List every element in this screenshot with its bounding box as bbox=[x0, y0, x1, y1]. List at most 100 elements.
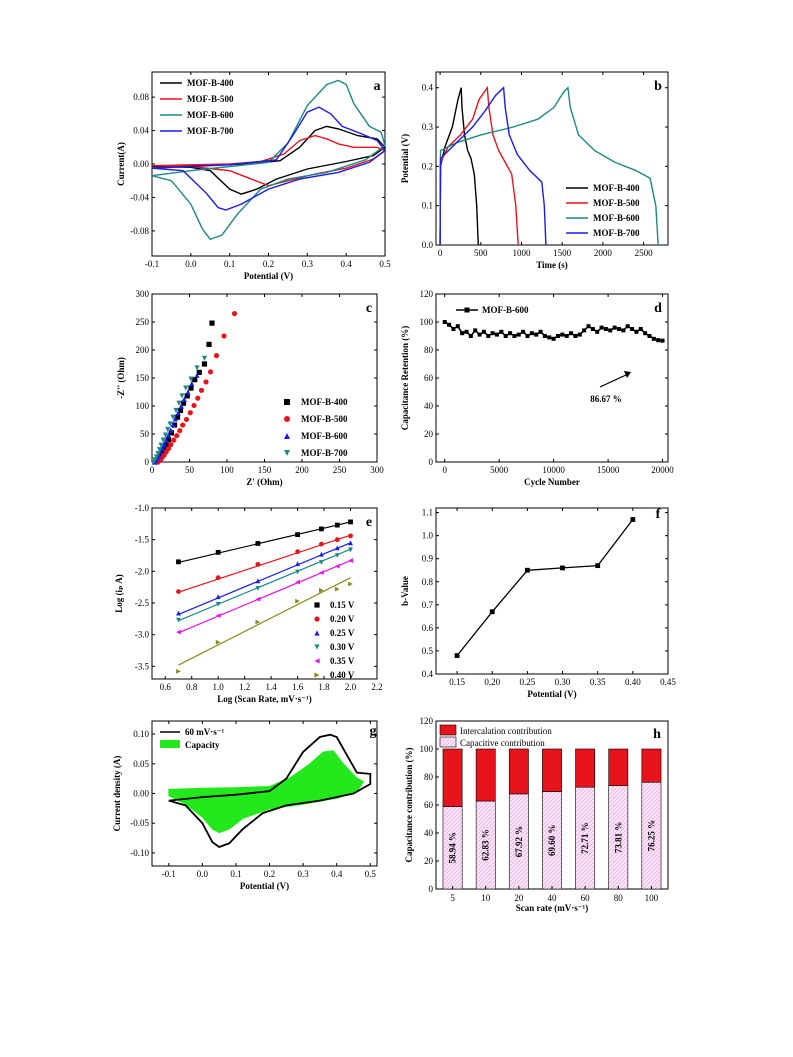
data-point bbox=[192, 377, 198, 383]
data-point bbox=[255, 561, 261, 567]
data-point bbox=[334, 545, 340, 551]
chart-panel-a: -0.1 0.0 0.1 0.2 0.3 0.4 0.5 -0.08 -0.04 0.00 0.04… bbox=[116, 71, 391, 281]
legend-marker bbox=[464, 307, 470, 313]
bar-value-label: 62.83 % bbox=[481, 829, 491, 861]
data-point bbox=[295, 569, 300, 575]
legend-label: 0.35 V bbox=[330, 656, 355, 666]
data-point bbox=[468, 334, 473, 338]
data-point bbox=[521, 329, 526, 334]
data-point bbox=[231, 311, 238, 317]
x-axis-label: Potential (V) bbox=[527, 689, 576, 699]
data-point bbox=[255, 586, 261, 591]
data-point bbox=[174, 414, 181, 420]
panel-label-e: e bbox=[366, 515, 372, 530]
y-tick-label: -2.0 bbox=[135, 566, 150, 576]
panel-label-d: d bbox=[654, 301, 662, 316]
data-point bbox=[163, 442, 169, 448]
x-tick-label: 1.0 bbox=[213, 682, 225, 692]
legend-label: 60 mV·s⁻¹ bbox=[185, 727, 225, 737]
data-point bbox=[630, 517, 636, 522]
data-point bbox=[188, 376, 194, 382]
y-tick-label: 100 bbox=[420, 317, 434, 327]
bar-intercalation bbox=[641, 748, 662, 783]
data-point bbox=[170, 421, 176, 428]
fit-line bbox=[178, 548, 351, 622]
data-point bbox=[255, 596, 261, 602]
data-point bbox=[577, 332, 582, 337]
y-axis-label: b-Value bbox=[400, 576, 410, 606]
x-tick-label: 1.8 bbox=[318, 682, 330, 692]
cv-curve bbox=[168, 733, 372, 849]
x-tick-label: 2000 bbox=[594, 248, 613, 258]
fit-line bbox=[178, 521, 351, 564]
bar-intercalation bbox=[608, 748, 629, 786]
data-point bbox=[176, 629, 181, 635]
data-point bbox=[595, 329, 600, 334]
series-line bbox=[439, 86, 659, 246]
y-tick-label: -3.0 bbox=[135, 630, 150, 640]
data-point bbox=[188, 385, 194, 391]
legend-marker bbox=[284, 416, 290, 422]
bar-value-label: 76.25 % bbox=[646, 820, 656, 852]
x-tick-label: 0.5 bbox=[379, 259, 391, 269]
fit-line bbox=[178, 577, 351, 666]
legend-label: Capacitive contribution bbox=[460, 738, 545, 748]
data-point bbox=[455, 324, 460, 329]
data-point bbox=[194, 365, 200, 371]
y-tick-label: 0.2 bbox=[422, 161, 433, 171]
data-point bbox=[168, 442, 174, 448]
data-point bbox=[319, 560, 324, 565]
chart-panel-e: 0.6 0.8 1.0 1.2 1.4 1.6 1.8 2.0 2.2 -3.5 -3.0 -2.5 -… bbox=[114, 503, 383, 704]
data-point bbox=[334, 586, 340, 592]
data-point bbox=[295, 579, 300, 585]
y-axis-label: -Z'' (Ohm) bbox=[116, 357, 126, 399]
fit-line bbox=[178, 542, 351, 615]
data-point bbox=[512, 334, 517, 338]
x-tick-label: 2500 bbox=[635, 248, 654, 258]
x-tick-label: 20 bbox=[514, 893, 524, 903]
y-tick-label: 0.7 bbox=[422, 600, 434, 610]
data-point bbox=[524, 567, 530, 573]
annotation-arrow bbox=[599, 374, 627, 388]
data-point bbox=[201, 361, 208, 367]
series-line bbox=[151, 79, 386, 241]
data-point bbox=[295, 532, 300, 537]
legend-marker bbox=[314, 630, 320, 636]
legend-marker bbox=[314, 672, 320, 678]
data-point bbox=[643, 331, 648, 336]
panel-label-c: c bbox=[366, 301, 372, 316]
bar-intercalation bbox=[475, 748, 496, 802]
x-tick-label: 1.4 bbox=[265, 682, 277, 692]
x-tick-label: 0.6 bbox=[160, 682, 172, 692]
data-point bbox=[161, 442, 167, 448]
legend-label: MOF-B-600 bbox=[301, 431, 348, 441]
data-point bbox=[165, 426, 171, 433]
data-point bbox=[175, 410, 181, 416]
x-tick-label: -0.1 bbox=[162, 869, 176, 879]
x-tick-label: 0.5 bbox=[365, 869, 377, 879]
data-point bbox=[255, 619, 261, 625]
x-tick-label: 0.30 bbox=[555, 677, 571, 687]
data-point bbox=[158, 442, 164, 448]
bar-value-label: 67.92 % bbox=[514, 826, 524, 858]
x-tick-label: 500 bbox=[474, 248, 488, 258]
data-point bbox=[295, 549, 300, 555]
y-axis-label: Log (iₚ A) bbox=[114, 574, 124, 613]
x-tick-label: 80 bbox=[614, 893, 624, 903]
bar-value-label: 72.71 % bbox=[580, 822, 590, 854]
data-point bbox=[163, 437, 169, 443]
y-tick-label: 0.1 bbox=[422, 201, 433, 211]
legend-marker bbox=[314, 658, 320, 664]
data-point bbox=[451, 327, 456, 331]
data-point bbox=[177, 407, 184, 414]
data-point bbox=[612, 325, 617, 330]
legend-label: MOF-B-600 bbox=[187, 110, 234, 120]
data-point bbox=[319, 526, 324, 532]
data-point bbox=[176, 617, 181, 623]
legend-marker bbox=[314, 602, 320, 608]
x-tick-label: 0.25 bbox=[520, 677, 536, 687]
data-point bbox=[516, 332, 521, 337]
data-point bbox=[162, 432, 169, 438]
chart-panel-b: 0 500 1000 1500 2000 2500 0.0 0.1 0.2 0.3 0.4 Time … bbox=[400, 71, 669, 270]
